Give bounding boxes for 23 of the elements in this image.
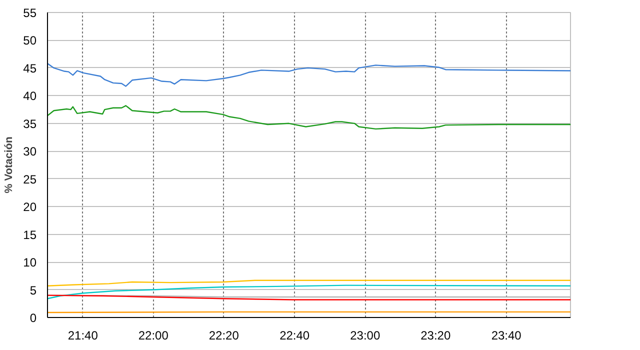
x-tick-label: 21:40: [68, 328, 98, 342]
y-tick-label: 55: [23, 6, 37, 20]
x-tick-label: 23:20: [420, 328, 451, 342]
x-tick-label: 22:20: [208, 328, 240, 342]
line-series: [48, 284, 570, 300]
y-tick-label: 5: [30, 283, 37, 298]
y-tick-label: 25: [23, 172, 37, 186]
y-tick-label: 30: [23, 144, 37, 159]
y-tick-label: 15: [23, 228, 37, 242]
y-tick-label: 50: [23, 34, 37, 48]
x-tick-label: 23:00: [350, 328, 380, 342]
y-tick-label: 40: [23, 89, 37, 104]
x-tick-label: 23:40: [491, 328, 522, 342]
y-tick-label: 0: [30, 311, 37, 325]
line-series: [48, 105, 570, 130]
y-axis-title: % Votación: [3, 136, 16, 194]
y-tick-label: 35: [23, 116, 37, 131]
line-series: [48, 62, 570, 87]
y-tick-label: 45: [23, 61, 37, 76]
x-tick-label: 22:00: [138, 328, 169, 342]
y-tick-label: 10: [23, 256, 37, 270]
y-tick-label: 20: [23, 200, 37, 214]
x-tick-label: 22:40: [280, 328, 310, 342]
